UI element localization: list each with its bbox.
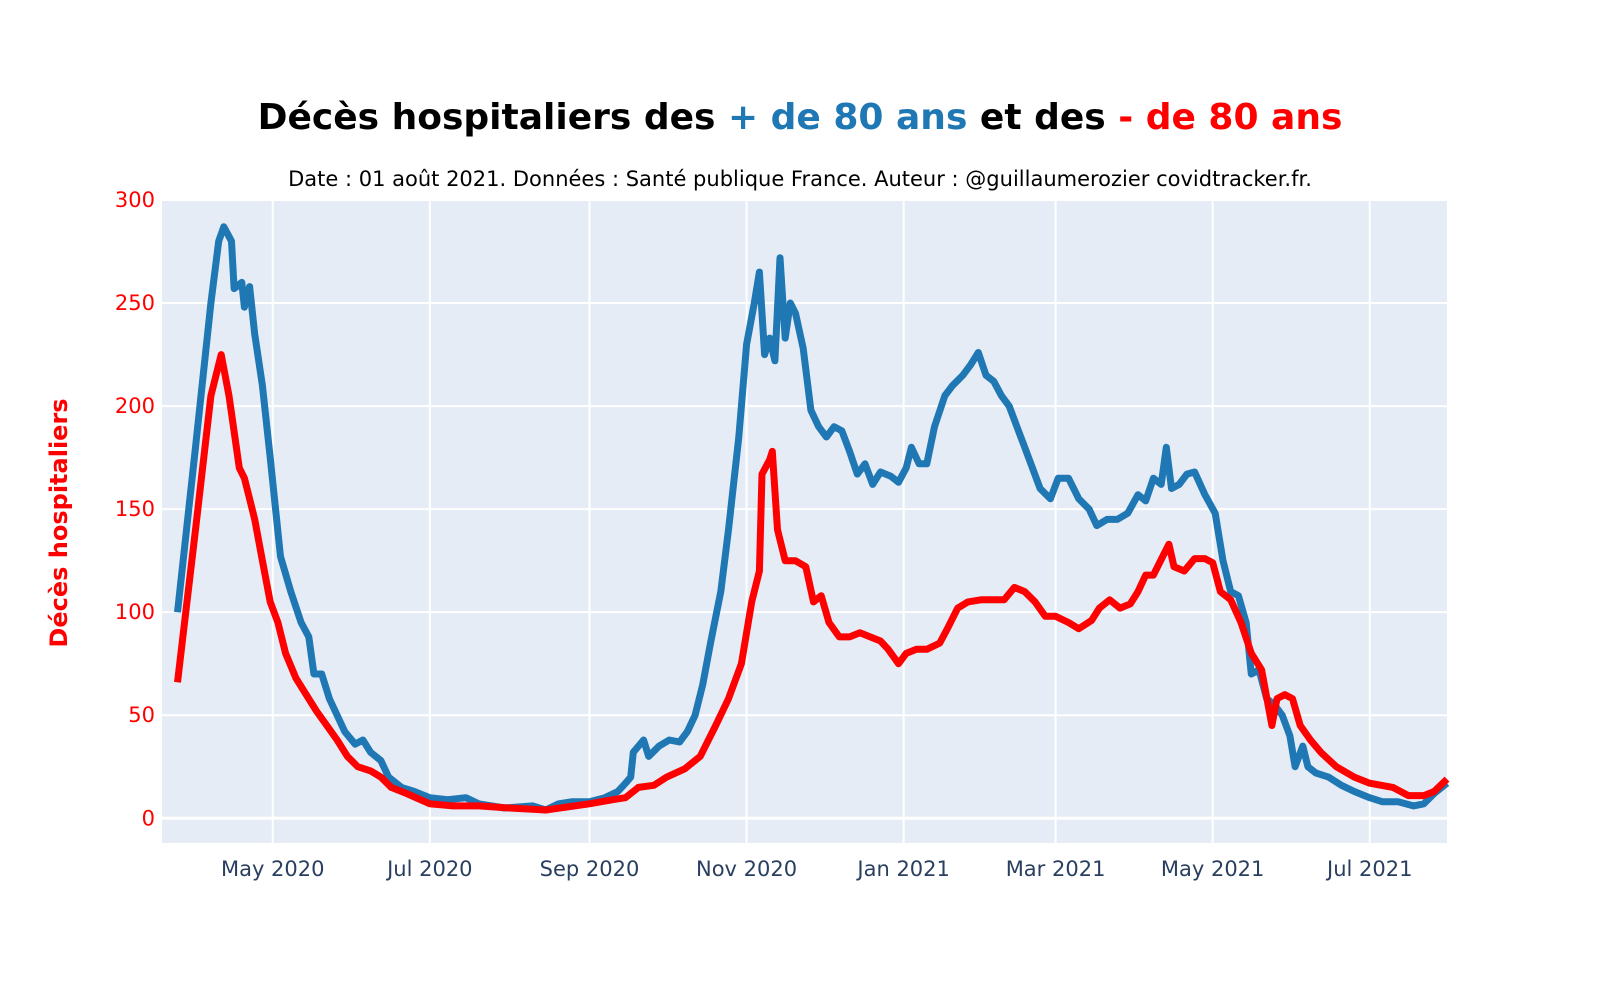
x-tick-label: Jan 2021 [855, 857, 950, 881]
y-tick-label: 100 [115, 600, 155, 624]
grid-lines [162, 199, 1447, 843]
x-tick-label: Nov 2020 [696, 857, 797, 881]
y-tick-label: 200 [115, 394, 155, 418]
x-tick-label: May 2020 [221, 857, 325, 881]
y-tick-label: 300 [115, 188, 155, 212]
y-tick-label: 150 [115, 497, 155, 521]
title-part-over80: + de 80 ans [728, 97, 967, 138]
y-tick-label: 250 [115, 291, 155, 315]
chart-title: Décès hospitaliers des + de 80 ans et de… [258, 97, 1343, 138]
series-line-over80 [174, 223, 1450, 814]
y-tick-label: 50 [128, 703, 155, 727]
y-tick-label: 0 [142, 806, 155, 830]
title-part-3: et des [967, 97, 1118, 138]
plot-area [162, 200, 1447, 843]
chart-subtitle: Date : 01 août 2021. Données : Santé pub… [288, 167, 1312, 191]
series-layer [174, 223, 1450, 814]
x-tick-label: Jul 2020 [385, 857, 472, 881]
x-tick-label: Jul 2021 [1325, 857, 1412, 881]
title-part-1: Décès hospitaliers des [258, 97, 728, 138]
x-tick-label: May 2021 [1161, 857, 1265, 881]
x-tick-label: Sep 2020 [540, 857, 640, 881]
y-axis-ticks: 0 50 100 150 200 250 300 [115, 188, 155, 830]
x-axis-ticks: May 2020 Jul 2020 Sep 2020 Nov 2020 Jan 2021… [221, 857, 1413, 881]
series-line-under80 [174, 351, 1450, 814]
x-tick-label: Mar 2021 [1006, 857, 1106, 881]
title-part-under80: - de 80 ans [1118, 97, 1342, 138]
y-axis-label: Décès hospitaliers [45, 398, 73, 647]
